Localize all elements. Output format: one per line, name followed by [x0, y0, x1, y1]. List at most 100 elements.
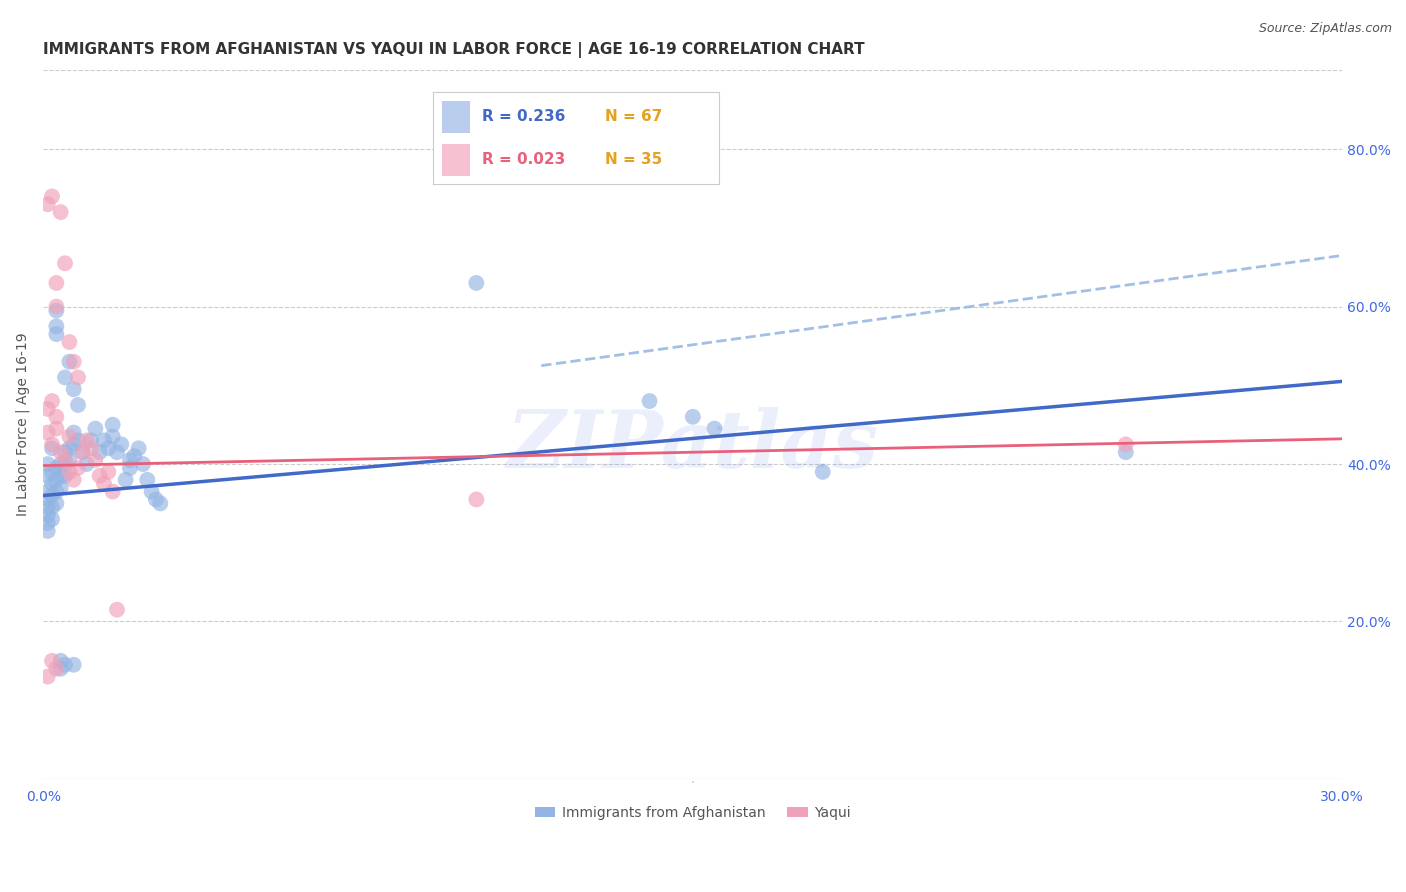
- Point: [37, 457, 59, 471]
- Point: [49, 481, 72, 495]
- Point: [97, 442, 120, 456]
- Point: [682, 409, 704, 424]
- Point: [703, 421, 725, 435]
- Point: [49, 468, 72, 483]
- Point: [53, 453, 76, 467]
- Point: [136, 473, 159, 487]
- Point: [45, 300, 67, 314]
- Point: [41, 512, 63, 526]
- Point: [37, 401, 59, 416]
- Point: [62, 425, 84, 440]
- Point: [53, 657, 76, 672]
- Point: [93, 476, 115, 491]
- Point: [105, 602, 128, 616]
- Point: [41, 437, 63, 451]
- Point: [66, 434, 89, 448]
- Point: [62, 473, 84, 487]
- Point: [66, 370, 89, 384]
- Point: [37, 197, 59, 211]
- Point: [53, 256, 76, 270]
- Point: [124, 449, 146, 463]
- Point: [41, 500, 63, 515]
- Point: [80, 442, 103, 456]
- Point: [58, 334, 80, 349]
- Point: [58, 453, 80, 467]
- Point: [45, 421, 67, 435]
- Point: [141, 484, 163, 499]
- Point: [84, 421, 107, 435]
- Point: [53, 468, 76, 483]
- Point: [37, 516, 59, 530]
- Point: [37, 508, 59, 523]
- Point: [1115, 437, 1137, 451]
- Point: [41, 476, 63, 491]
- Point: [45, 303, 67, 318]
- Point: [84, 453, 107, 467]
- Point: [110, 437, 132, 451]
- Point: [72, 445, 94, 459]
- Point: [58, 429, 80, 443]
- Point: [76, 457, 98, 471]
- Point: [37, 484, 59, 499]
- Point: [465, 492, 488, 507]
- Point: [49, 205, 72, 219]
- Point: [41, 189, 63, 203]
- Point: [37, 492, 59, 507]
- Point: [45, 473, 67, 487]
- Y-axis label: In Labor Force | Age 16-19: In Labor Force | Age 16-19: [15, 333, 30, 516]
- Point: [45, 461, 67, 475]
- Point: [53, 370, 76, 384]
- Point: [41, 442, 63, 456]
- Point: [49, 445, 72, 459]
- Point: [45, 484, 67, 499]
- Point: [149, 496, 172, 510]
- Point: [41, 489, 63, 503]
- Point: [58, 442, 80, 456]
- Point: [465, 276, 488, 290]
- Point: [72, 445, 94, 459]
- Point: [132, 457, 155, 471]
- Point: [58, 354, 80, 368]
- Point: [811, 465, 834, 479]
- Point: [101, 429, 124, 443]
- Point: [128, 442, 150, 456]
- Point: [37, 524, 59, 538]
- Point: [62, 657, 84, 672]
- Point: [66, 398, 89, 412]
- Point: [93, 434, 115, 448]
- Point: [45, 662, 67, 676]
- Point: [66, 461, 89, 475]
- Point: [45, 276, 67, 290]
- Point: [37, 468, 59, 483]
- Point: [118, 461, 141, 475]
- Point: [45, 496, 67, 510]
- Point: [97, 465, 120, 479]
- Point: [41, 654, 63, 668]
- Point: [37, 500, 59, 515]
- Point: [53, 457, 76, 471]
- Point: [49, 457, 72, 471]
- Point: [89, 468, 111, 483]
- Point: [37, 425, 59, 440]
- Point: [638, 394, 661, 409]
- Point: [101, 417, 124, 432]
- Point: [105, 445, 128, 459]
- Point: [41, 465, 63, 479]
- Point: [49, 662, 72, 676]
- Point: [118, 453, 141, 467]
- Point: [37, 669, 59, 683]
- Point: [114, 473, 136, 487]
- Point: [53, 445, 76, 459]
- Point: [49, 654, 72, 668]
- Point: [41, 394, 63, 409]
- Point: [89, 445, 111, 459]
- Point: [58, 465, 80, 479]
- Point: [76, 434, 98, 448]
- Point: [145, 492, 167, 507]
- Point: [45, 319, 67, 334]
- Point: [45, 409, 67, 424]
- Point: [45, 327, 67, 342]
- Legend: Immigrants from Afghanistan, Yaqui: Immigrants from Afghanistan, Yaqui: [529, 800, 856, 825]
- Point: [101, 484, 124, 499]
- Point: [80, 434, 103, 448]
